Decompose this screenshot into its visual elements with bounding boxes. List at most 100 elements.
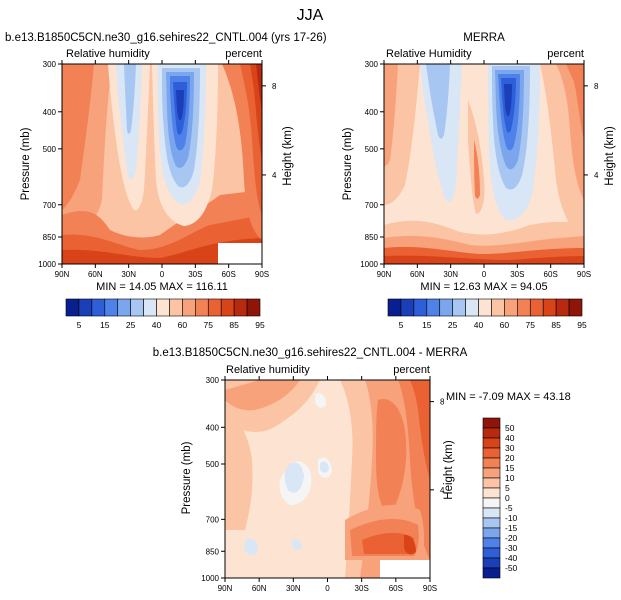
colorbar-swatch xyxy=(482,427,501,439)
y-axis-right: 84 xyxy=(262,82,277,180)
colorbar-swatch xyxy=(78,298,93,317)
colorbar-swatch xyxy=(482,507,501,519)
colorbar-swatch xyxy=(482,417,501,429)
x-tick-label: 0 xyxy=(325,584,330,593)
y-axis: 300 400 500 700 850 1000 xyxy=(360,60,384,269)
colorbar-swatch xyxy=(517,298,531,317)
colorbar-swatch xyxy=(482,457,501,469)
y-tick-label: 700 xyxy=(365,201,379,210)
colorbar-label: 10 xyxy=(505,473,515,483)
x-tick-label: 60N xyxy=(88,270,103,279)
colorbar-swatch xyxy=(482,487,501,499)
colorbar-label: 5 xyxy=(505,483,510,493)
x-tick-label: 60S xyxy=(544,270,558,279)
y-right-tick-label: 8 xyxy=(594,82,599,91)
contour-field xyxy=(384,64,584,264)
colorbar-swatch xyxy=(491,298,505,317)
subtitle-left: Relative humidity xyxy=(66,48,150,60)
subtitle-right: percent xyxy=(547,48,584,60)
y-right-tick-label: 8 xyxy=(272,82,277,91)
colorbar-label: 30 xyxy=(505,443,515,453)
colorbar-label: 85 xyxy=(551,320,561,330)
colorbar-swatch xyxy=(482,447,501,459)
colorbar-swatch xyxy=(482,477,501,489)
colorbar-label: 0 xyxy=(505,493,510,503)
colorbar-label: 40 xyxy=(505,433,515,443)
y-axis: 300 400 500 700 850 1000 xyxy=(201,376,225,583)
colorbar-swatch xyxy=(542,298,557,317)
colorbar-label: -30 xyxy=(505,543,518,553)
colorbar-label: 15 xyxy=(100,320,110,330)
colorbar-swatch xyxy=(182,298,196,317)
panel-merra: MERRA Relative Humidity percent xyxy=(342,32,616,330)
y-axis-label-right: Height (km) xyxy=(443,440,455,500)
contour-field xyxy=(225,380,430,578)
colorbar-swatch xyxy=(65,298,80,317)
colorbar-label: -50 xyxy=(505,563,518,573)
x-tick-label: 30N xyxy=(443,270,458,279)
colorbar-swatch xyxy=(195,298,209,317)
colorbar-swatch xyxy=(169,298,183,317)
colorbar-label: 5 xyxy=(77,320,82,330)
y-right-tick-label: 4 xyxy=(440,486,445,495)
min-max-stats: MIN = 14.05 MAX = 116.11 xyxy=(96,281,228,293)
y-right-tick-label: 8 xyxy=(440,398,445,407)
colorbar-swatch xyxy=(568,298,583,317)
y-axis-label-right: Height (km) xyxy=(604,126,616,186)
colorbar-swatch xyxy=(400,298,415,317)
min-max-stats: MIN = -7.09 MAX = 43.18 xyxy=(446,391,571,403)
y-axis-label: Pressure (mb) xyxy=(342,127,354,200)
panel-title: b.e13.B1850C5CN.ne30_g16.sehires22_CNTL.… xyxy=(5,32,327,44)
y-tick-label: 300 xyxy=(206,376,220,385)
colorbar-swatch xyxy=(482,467,501,479)
y-tick-label: 500 xyxy=(43,145,57,154)
x-tick-label: 30N xyxy=(121,270,136,279)
x-tick-label: 90N xyxy=(218,584,233,593)
colorbar-swatch xyxy=(104,298,119,317)
colorbar-swatch xyxy=(482,557,501,569)
y-axis-label: Pressure (mb) xyxy=(181,441,193,514)
colorbar: 5 15 25 40 60 75 85 95 xyxy=(387,298,587,330)
y-axis-label: Pressure (mb) xyxy=(20,127,32,200)
colorbar-label: 75 xyxy=(526,320,536,330)
y-axis: 300 400 500 700 850 1000 xyxy=(38,60,62,269)
colorbar-swatch xyxy=(207,298,222,317)
colorbar-swatch xyxy=(482,517,501,529)
y-axis-right: 84 xyxy=(430,398,445,495)
y-right-tick-label: 4 xyxy=(594,171,599,180)
colorbar-swatch xyxy=(555,298,570,317)
colorbar-swatch xyxy=(91,298,106,317)
colorbar-swatch xyxy=(482,497,501,509)
colorbar-swatch xyxy=(482,527,501,539)
colorbar-label: 5 xyxy=(399,320,404,330)
colorbar-label: -5 xyxy=(505,503,513,513)
colorbar-swatch xyxy=(117,298,131,317)
colorbar-swatch xyxy=(233,298,248,317)
x-tick-label: 60S xyxy=(222,270,236,279)
colorbar-label: 85 xyxy=(229,320,239,330)
colorbar-swatch xyxy=(482,567,501,579)
x-tick-label: 0 xyxy=(482,270,487,279)
colorbar-label: 20 xyxy=(505,453,515,463)
colorbar-swatch xyxy=(504,298,518,317)
colorbar-swatch xyxy=(439,298,453,317)
x-tick-label: 60N xyxy=(252,584,267,593)
y-right-tick-label: 4 xyxy=(272,171,277,180)
colorbar-label: -15 xyxy=(505,523,518,533)
colorbar-label: 75 xyxy=(204,320,214,330)
colorbar-label: 15 xyxy=(505,463,515,473)
y-tick-label: 1000 xyxy=(201,574,219,583)
subtitle-left: Relative Humidity xyxy=(386,48,472,60)
colorbar-swatch xyxy=(387,298,402,317)
x-tick-label: 60S xyxy=(389,584,403,593)
colorbar-label: -10 xyxy=(505,513,518,523)
panel-model: b.e13.B1850C5CN.ne30_g16.sehires22_CNTL.… xyxy=(5,32,327,330)
y-tick-label: 850 xyxy=(365,233,379,242)
colorbar-label: 15 xyxy=(422,320,432,330)
colorbar-label: 50 xyxy=(505,423,515,433)
x-axis: 90N 60N 30N 0 30S 60S 90S xyxy=(377,60,591,279)
y-axis-label-right: Height (km) xyxy=(282,126,294,186)
colorbar-label: -20 xyxy=(505,533,518,543)
